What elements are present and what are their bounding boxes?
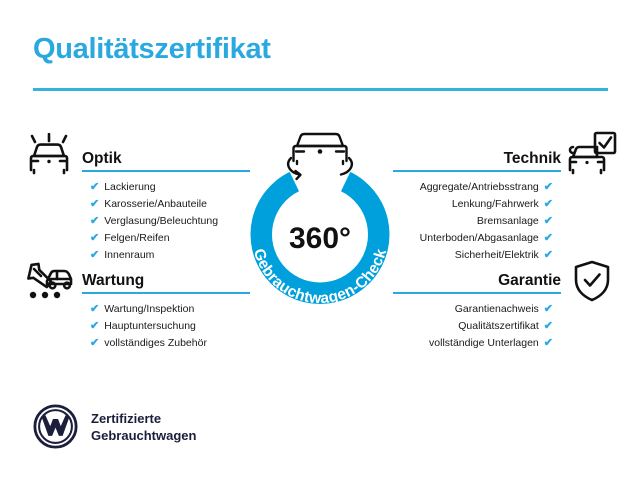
list-item: ✔ Karosserie/Anbauteile [90,196,250,213]
section-technik-divider [393,169,561,172]
footer-text: Zertifizierte Gebrauchtwagen [91,410,196,444]
list-item: vollständige Unterlagen ✔ [393,335,553,352]
list-item-label: Qualitätszertifikat [458,320,539,332]
section-technik-list: Aggregate/Antriebsstrang ✔ Lenkung/Fahrwe… [393,179,553,264]
section-wartung-divider [82,291,250,294]
list-item-label: Lackierung [104,181,156,193]
badge-ring [250,171,390,304]
check-icon: ✔ [543,337,553,349]
badge-360-gebrauchtwagen-check: Gebrauchtwagen-Check 360° [230,123,410,309]
section-optik-header: Optik [82,146,250,172]
section-optik: Optik ✔ Lackierung ✔ Karosserie/Anbauteile… [82,146,250,264]
list-item-label: Sicherheit/Elektrik [454,249,539,261]
list-item: ✔ Felgen/Reifen [90,230,250,247]
section-garantie: Garantie Garantienachweis ✔ Qualitätszert… [393,268,561,352]
list-item: Sicherheit/Elektrik ✔ [393,247,553,264]
section-optik-title: Optik [82,150,122,167]
list-item-label: Hauptuntersuchung [104,320,196,332]
list-item: ✔ vollständiges Zubehör [90,335,250,352]
list-item: Unterboden/Abgasanlage ✔ [393,230,553,247]
check-icon: ✔ [543,249,553,261]
list-item-label: Innenraum [104,249,155,261]
car-shine-icon [24,132,74,175]
check-icon: ✔ [90,249,100,261]
wrench-car-icon [24,259,74,303]
list-item: ✔ Innenraum [90,247,250,264]
section-wartung-title: Wartung [82,272,145,289]
check-icon: ✔ [90,303,100,315]
section-garantie-divider [393,291,561,294]
list-item-label: Unterboden/Abgasanlage [419,232,539,244]
section-technik: Technik Aggregate/Antriebsstrang ✔ Lenkun… [393,146,561,264]
list-item: ✔ Lackierung [90,179,250,196]
footer-line-1: Zertifizierte [91,410,162,426]
badge-value: 360° [288,222,352,255]
section-garantie-title: Garantie [498,272,561,289]
list-item: Bremsanlage ✔ [393,213,553,230]
list-item: Qualitätszertifikat ✔ [393,318,553,335]
section-garantie-header: Garantie [393,268,561,294]
check-icon: ✔ [543,232,553,244]
list-item-label: Felgen/Reifen [104,232,170,244]
page-title: Qualitätszertifikat [33,33,271,65]
section-technik-header: Technik [393,146,561,172]
section-wartung-list: ✔ Wartung/Inspektion ✔ Hauptuntersuchung ✔… [90,301,250,352]
section-wartung: Wartung ✔ Wartung/Inspektion ✔ Hauptunters… [82,268,250,352]
list-item: ✔ Hauptuntersuchung [90,318,250,335]
check-icon: ✔ [543,215,553,227]
section-optik-divider [82,169,250,172]
check-icon: ✔ [543,320,553,332]
list-item: ✔ Wartung/Inspektion [90,301,250,318]
check-icon: ✔ [90,232,100,244]
list-item: Garantienachweis ✔ [393,301,553,318]
list-item-label: Karosserie/Anbauteile [104,198,207,210]
list-item-label: Bremsanlage [476,215,539,227]
vw-logo-icon [33,404,78,449]
section-optik-list: ✔ Lackierung ✔ Karosserie/Anbauteile ✔ Verg… [90,179,250,264]
section-garantie-list: Garantienachweis ✔ Qualitätszertifikat ✔ v… [393,301,553,352]
check-icon: ✔ [90,181,100,193]
list-item: Aggregate/Antriebsstrang ✔ [393,179,553,196]
check-icon: ✔ [543,181,553,193]
section-wartung-header: Wartung [82,268,250,294]
check-icon: ✔ [543,303,553,315]
shield-check-icon [571,259,613,303]
list-item-label: Aggregate/Antriebsstrang [419,181,539,193]
list-item-label: Lenkung/Fahrwerk [451,198,539,210]
list-item-label: vollständiges Zubehör [104,337,207,349]
check-icon: ✔ [90,337,100,349]
car-checkbox-icon [567,131,617,175]
check-icon: ✔ [90,320,100,332]
footer-brand: Zertifizierte Gebrauchtwagen [33,404,196,449]
check-icon: ✔ [543,198,553,210]
check-icon: ✔ [90,215,100,227]
section-technik-title: Technik [503,150,561,167]
list-item-label: vollständige Unterlagen [429,337,539,349]
list-item: Lenkung/Fahrwerk ✔ [393,196,553,213]
footer-line-2: Gebrauchtwagen [91,427,197,443]
list-item-label: Garantienachweis [454,303,539,315]
check-icon: ✔ [90,198,100,210]
list-item: ✔ Verglasung/Beleuchtung [90,213,250,230]
list-item-label: Wartung/Inspektion [104,303,195,315]
list-item-label: Verglasung/Beleuchtung [104,215,219,227]
title-divider [33,88,608,91]
car-rotation-icon [287,132,353,181]
